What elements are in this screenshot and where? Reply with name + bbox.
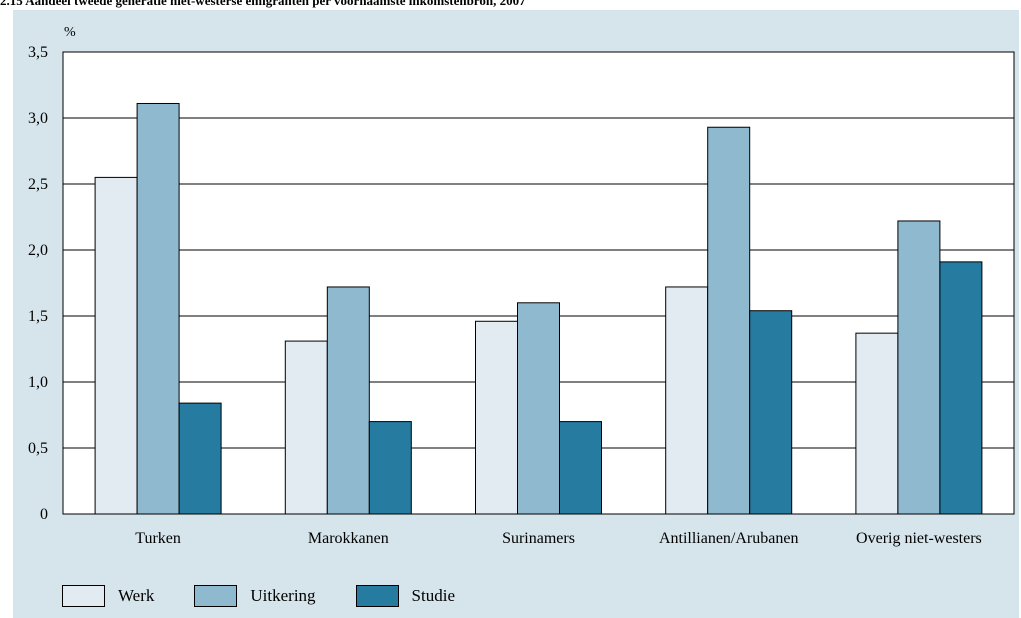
x-tick-label: Overig niet-westers [856,530,982,547]
x-tick-label: Turken [135,530,181,547]
bar-studie-2 [559,421,602,515]
bar-werk-2 [475,320,518,515]
y-tick-label: 0 [40,506,48,523]
legend-item-uitkering: Uitkering [194,585,316,607]
bar-studie-3 [749,310,793,515]
x-tick-label: Surinamers [502,530,575,547]
chart-title: 2.15 Aandeel tweede generatie niet-weste… [0,0,526,8]
bar-studie-1 [368,421,412,515]
legend-label: Uitkering [250,586,316,605]
legend-swatch [194,585,238,607]
y-tick-label: 1,5 [28,308,48,325]
bar-uitkering-0 [136,102,180,515]
legend-swatch [355,585,399,607]
x-tick-labels: Turken Marokkanen Surinamers Antillianen/Ar… [135,530,981,547]
bar-uitkering-2 [517,302,560,515]
legend: Werk Uitkering Studie [62,581,495,611]
y-tick-label: 1,0 [28,374,48,391]
legend-label: Studie [411,586,455,605]
y-tick-labels: 0 0,5 1,0 1,5 2,0 2,5 3,0 3,5 [28,44,48,523]
legend-label: Werk [118,586,155,605]
legend-item-studie: Studie [355,585,455,607]
bar-studie-4 [939,261,983,515]
bar-uitkering-1 [326,286,370,515]
bars [94,102,983,515]
bar-werk-3 [665,286,709,515]
x-tick-label: Marokkanen [308,530,389,547]
y-tick-label: 2,0 [28,242,48,259]
bar-uitkering-3 [707,126,751,515]
y-tick-label: 3,0 [28,110,48,127]
bar-werk-0 [94,176,138,515]
bar-werk-4 [855,332,899,515]
y-tick-label: 2,5 [28,176,48,193]
y-tick-label: 0,5 [28,440,48,457]
y-axis-label: % [64,25,76,40]
y-tick-label: 3,5 [28,44,48,61]
legend-item-werk: Werk [62,585,154,607]
bar-studie-0 [178,402,222,515]
bar-werk-1 [284,340,328,515]
legend-swatch [62,585,105,607]
bar-uitkering-4 [897,220,941,515]
x-tick-label: Antillianen/Arubanen [659,530,799,547]
